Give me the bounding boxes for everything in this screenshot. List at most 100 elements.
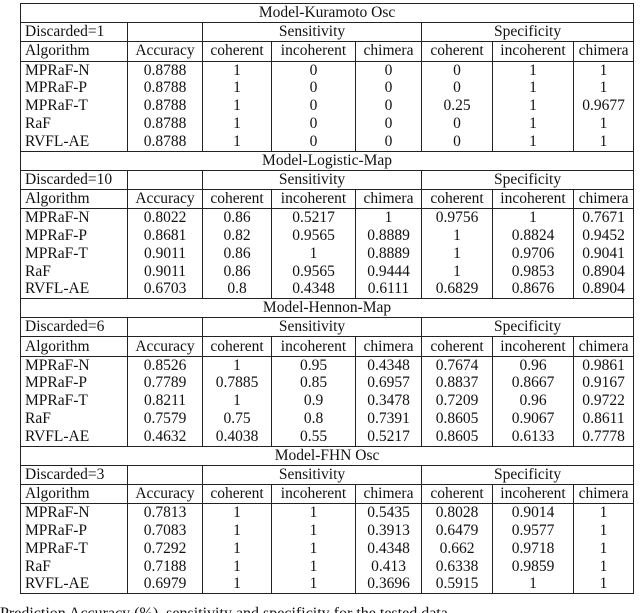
table-row: RVFL-AE 0.8788 1 0 0 0 1 1 xyxy=(20,132,635,152)
value-cell: 0.8889 xyxy=(355,226,422,245)
value-cell: 0.9444 xyxy=(355,262,422,281)
class-header: chimera xyxy=(355,336,422,357)
value-cell: 1 xyxy=(572,503,635,522)
class-header: coherent xyxy=(202,41,272,62)
algorithm-header: Algorithm xyxy=(20,336,128,357)
algorithm-name: MPRaF-N xyxy=(20,61,128,80)
value-cell: 0.9014 xyxy=(492,503,574,522)
value-cell: 0.9565 xyxy=(271,262,356,281)
value-cell: 0 xyxy=(421,61,493,80)
group-header-row: Discarded=3 Sensitivity Specificity xyxy=(20,464,635,486)
class-header: coherent xyxy=(202,336,272,357)
value-cell: 1 xyxy=(421,244,493,263)
value-cell: 0.6111 xyxy=(355,280,422,299)
value-cell: 0.8605 xyxy=(421,427,493,447)
value-cell: 1 xyxy=(572,132,635,152)
specificity-header: Specificity xyxy=(420,464,635,486)
class-header: chimera xyxy=(355,41,422,62)
class-header: incoherent xyxy=(271,484,356,505)
class-header: chimera xyxy=(572,484,635,505)
table-row: RaF 0.8788 1 0 0 0 1 1 xyxy=(20,114,635,133)
algorithm-name: RVFL-AE xyxy=(20,575,128,595)
value-cell: 0.5435 xyxy=(355,503,422,522)
value-cell: 0.9756 xyxy=(421,208,493,227)
value-cell: 0.6957 xyxy=(355,374,422,393)
value-cell: 0.7885 xyxy=(202,374,272,393)
value-cell: 0 xyxy=(421,132,493,152)
accuracy-header: Accuracy xyxy=(127,41,203,62)
value-cell: 0.96 xyxy=(492,356,574,375)
value-cell: 0.4348 xyxy=(355,356,422,375)
value-cell: 0.86 xyxy=(202,208,272,227)
value-cell: 1 xyxy=(202,132,272,152)
table-row: MPRaF-T 0.8211 1 0.9 0.3478 0.7209 0.96 0.9722 xyxy=(20,392,635,411)
value-cell: 0 xyxy=(355,97,422,115)
value-cell: 0.662 xyxy=(421,539,493,558)
class-header: coherent xyxy=(421,484,493,505)
class-header: incoherent xyxy=(492,188,574,210)
value-cell: 1 xyxy=(271,557,356,576)
value-cell: 0.6829 xyxy=(421,280,493,299)
value-cell: 0.8788 xyxy=(127,114,203,133)
value-cell: 0.5217 xyxy=(271,208,356,227)
value-cell: 0.8611 xyxy=(572,410,635,428)
specificity-header: Specificity xyxy=(420,317,635,338)
section-title: Model-FHN Osc xyxy=(19,445,635,466)
value-cell: 0.8667 xyxy=(492,374,574,393)
section-title-row: Model-Hennon-Map xyxy=(19,298,635,319)
value-cell: 0.8837 xyxy=(421,374,493,393)
value-cell: 1 xyxy=(271,244,356,263)
table-row: MPRaF-P 0.8681 0.82 0.9565 0.8889 1 0.8824 0.94… xyxy=(20,226,635,245)
value-cell: 0.7579 xyxy=(127,410,203,428)
table-row: MPRaF-P 0.7789 0.7885 0.85 0.6957 0.8837 0.866… xyxy=(20,374,635,393)
value-cell: 0.9011 xyxy=(127,262,203,281)
accuracy-header: Accuracy xyxy=(127,336,203,357)
value-cell: 1 xyxy=(572,114,635,133)
value-cell: 0 xyxy=(271,97,356,115)
value-cell: 0.8904 xyxy=(572,262,635,281)
class-header: incoherent xyxy=(492,41,574,62)
column-header-row: Algorithm Accuracy coherent incoherent chime… xyxy=(20,188,635,210)
section-title-row: Model-Kuramoto Osc xyxy=(19,2,635,24)
value-cell: 0.75 xyxy=(202,410,272,428)
value-cell: 0.4038 xyxy=(202,427,272,447)
value-cell: 0.9706 xyxy=(492,244,574,263)
value-cell: 0.8788 xyxy=(127,79,203,98)
class-header: chimera xyxy=(355,188,422,210)
value-cell: 0.95 xyxy=(271,356,356,375)
discarded-label: Discarded=3 xyxy=(20,464,128,486)
empty-cell xyxy=(127,22,203,43)
value-cell: 0 xyxy=(271,114,356,133)
value-cell: 1 xyxy=(492,132,574,152)
results-table: Model-Kuramoto Osc Discarded=1 Sensitivity… xyxy=(19,2,635,595)
algorithm-header: Algorithm xyxy=(20,41,128,62)
table-row: RaF 0.7579 0.75 0.8 0.7391 0.8605 0.9067 0.8611 xyxy=(20,410,635,428)
accuracy-header: Accuracy xyxy=(127,188,203,210)
discarded-label: Discarded=1 xyxy=(20,22,128,43)
value-cell: 0.7813 xyxy=(127,503,203,522)
algorithm-name: MPRaF-T xyxy=(20,97,128,115)
table-row: MPRaF-N 0.7813 1 1 0.5435 0.8028 0.9014 1 xyxy=(20,503,635,522)
value-cell: 0.7083 xyxy=(127,522,203,540)
value-cell: 0.8788 xyxy=(127,132,203,152)
value-cell: 0.9722 xyxy=(572,392,635,411)
value-cell: 0.8788 xyxy=(127,61,203,80)
value-cell: 0.85 xyxy=(271,374,356,393)
class-header: coherent xyxy=(421,41,493,62)
value-cell: 1 xyxy=(202,356,272,375)
table-row: MPRaF-N 0.8526 1 0.95 0.4348 0.7674 0.96 0.9861 xyxy=(20,356,635,375)
table-caption: Prediction Accuracy (%), sensitivity and… xyxy=(0,602,640,613)
value-cell: 0.6338 xyxy=(421,557,493,576)
value-cell: 1 xyxy=(202,575,272,595)
table-row: RaF 0.9011 0.86 0.9565 0.9444 1 0.9853 0.8904 xyxy=(20,262,635,281)
value-cell: 0 xyxy=(421,79,493,98)
value-cell: 0.8889 xyxy=(355,244,422,263)
value-cell: 0.82 xyxy=(202,226,272,245)
value-cell: 1 xyxy=(492,79,574,98)
discarded-label: Discarded=6 xyxy=(20,317,128,338)
value-cell: 1 xyxy=(202,557,272,576)
value-cell: 0.8824 xyxy=(492,226,574,245)
algorithm-name: MPRaF-N xyxy=(20,208,128,227)
table-row: RVFL-AE 0.4632 0.4038 0.55 0.5217 0.8605 0.613… xyxy=(20,427,635,447)
value-cell: 1 xyxy=(202,539,272,558)
